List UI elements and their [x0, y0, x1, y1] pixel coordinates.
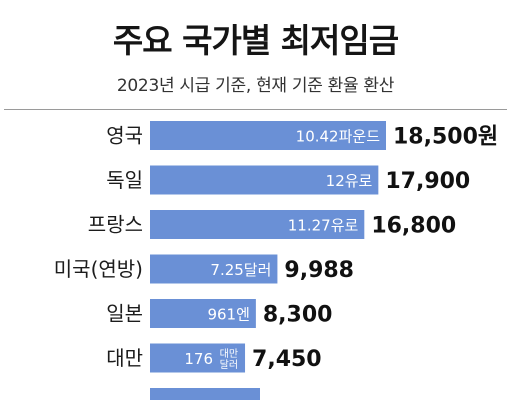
category-label: 미국(연방) — [54, 257, 143, 281]
category-label: 일본 — [106, 302, 143, 326]
bar-label: 12유로 — [326, 172, 373, 190]
bar-label-unit: 달러 — [220, 359, 238, 371]
category-label: 독일 — [106, 168, 143, 192]
category-label: 영국 — [106, 124, 143, 148]
title-divider — [4, 109, 507, 110]
bar-label: 11.27유로 — [288, 217, 359, 235]
bar-label: 10.42파운드 — [296, 128, 381, 146]
bar-label: 7.25달러 — [210, 261, 271, 279]
category-label: 대만 — [106, 346, 143, 370]
bar — [150, 343, 246, 373]
chart-title: 주요 국가별 최저임금 — [112, 21, 399, 60]
bar — [150, 165, 379, 195]
bar — [150, 254, 278, 284]
value-label: 16,800 — [371, 214, 456, 239]
value-label: 9,988 — [284, 258, 354, 283]
category-label: 프랑스 — [88, 213, 143, 237]
bar-label: 961엔 — [207, 306, 249, 324]
value-label: 8,300 — [263, 303, 333, 328]
bar — [150, 299, 256, 328]
chart-subtitle: 2023년 시급 기준, 현재 기준 환율 환산 — [116, 76, 395, 96]
bar-label: 176 — [184, 350, 213, 368]
bar — [150, 121, 386, 150]
bar — [150, 210, 365, 239]
value-label: 17,900 — [385, 169, 470, 194]
bar-cutoff — [150, 388, 260, 400]
value-label: 7,450 — [252, 347, 322, 372]
value-label: 18,500원 — [393, 125, 498, 150]
bar-label-unit: 대만 — [220, 348, 238, 360]
